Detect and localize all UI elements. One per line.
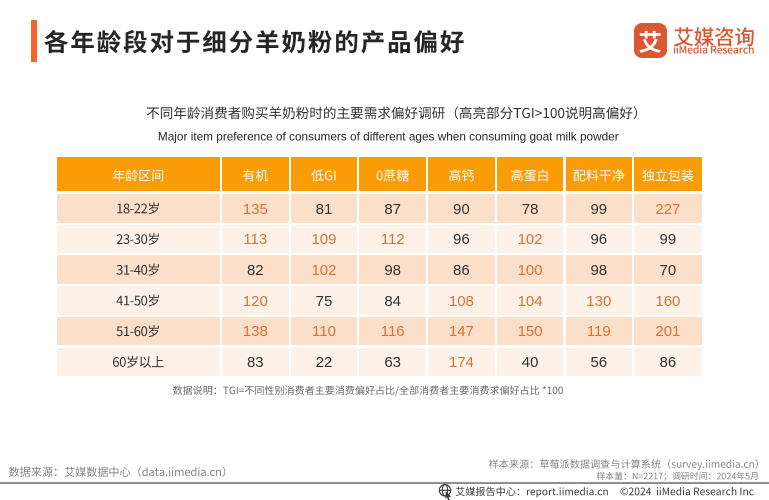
- svg-text:Major item preference of consu: Major item preference of consumers of di…: [158, 129, 619, 143]
